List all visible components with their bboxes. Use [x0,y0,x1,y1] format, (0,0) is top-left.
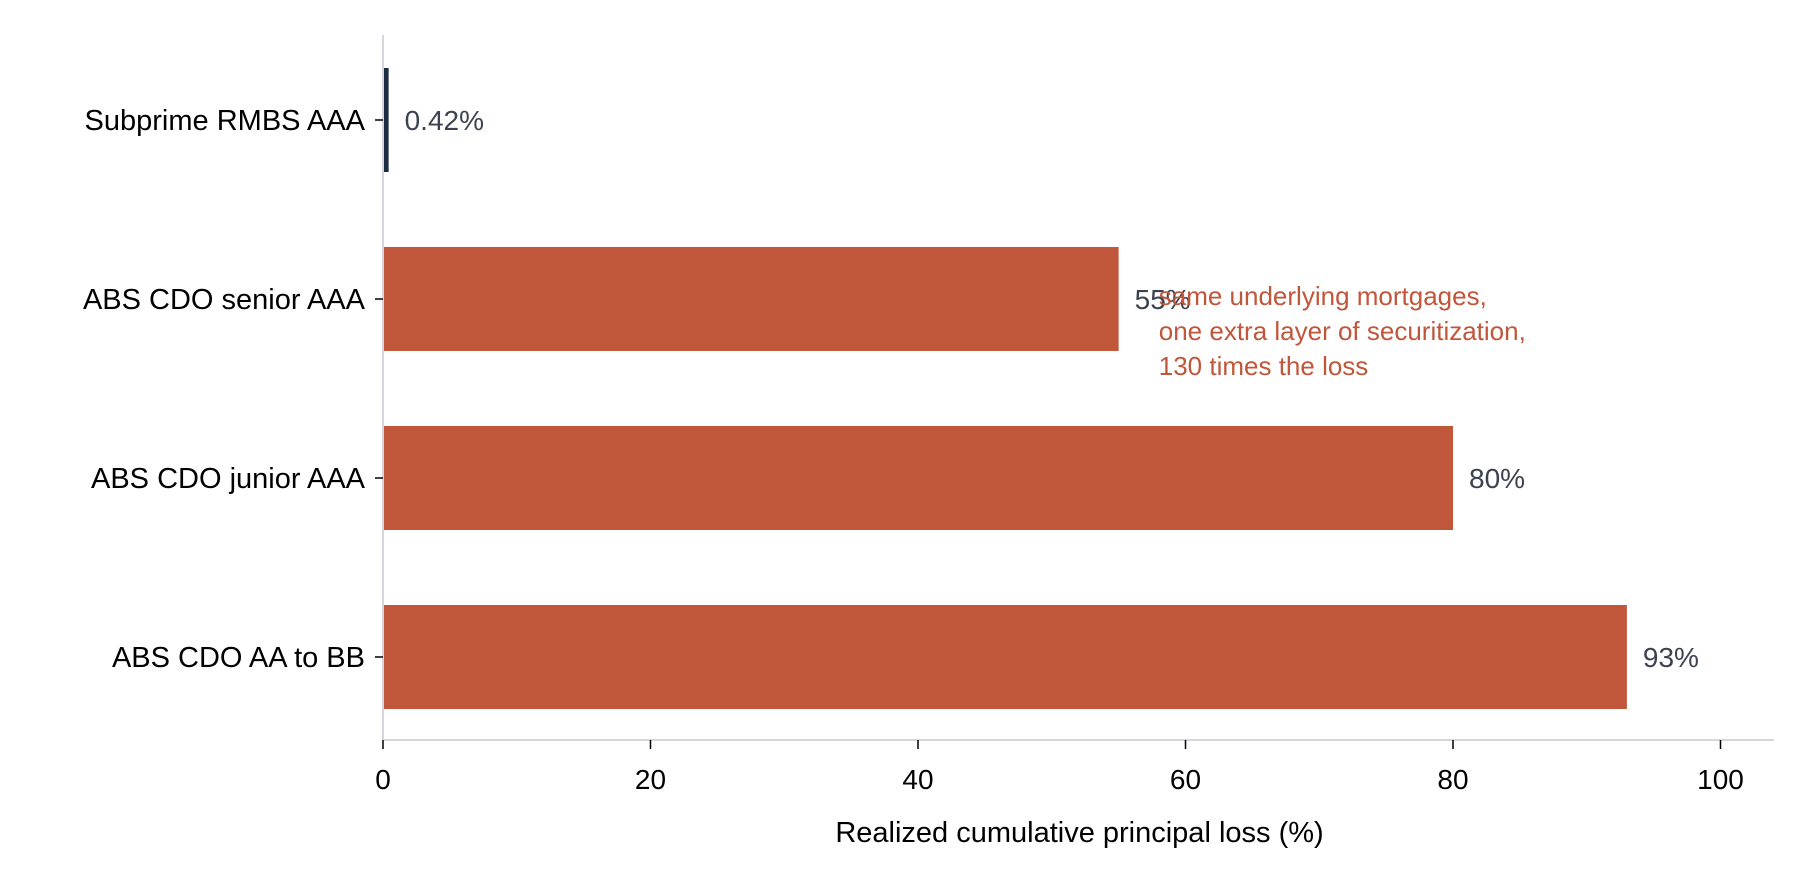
x-tick-label-0: 0 [375,764,391,795]
x-tick-label-2: 40 [902,764,933,795]
x-tick-label-3: 60 [1170,764,1201,795]
annotation-line-0: same underlying mortgages, [1159,281,1487,311]
category-label-0: Subprime RMBS AAA [85,105,366,137]
x-axis: 0 20 40 60 80 100 [375,739,1774,795]
category-label-1: ABS CDO senior AAA [83,284,366,316]
category-label-3: ABS CDO AA to BB [112,642,365,674]
value-label-3: 93% [1643,642,1699,673]
category-label-2: ABS CDO junior AAA [91,463,366,495]
annotation-text: same underlying mortgages, one extra laye… [1159,281,1526,381]
bar-3 [383,605,1627,709]
x-tick-label-1: 20 [635,764,666,795]
x-axis-title: Realized cumulative principal loss (%) [835,817,1323,849]
bar-1 [383,247,1119,351]
y-axis: Subprime RMBS AAA ABS CDO senior AAA ABS C… [83,35,384,740]
bars-group: 0.42% 55% 80% 93% [383,68,1699,709]
value-label-1: 55% [1135,284,1191,315]
bar-0 [383,68,389,172]
x-tick-label-5: 100 [1697,764,1744,795]
bar-2 [383,426,1453,530]
value-label-0: 0.42% [405,105,484,136]
annotation-line-2: 130 times the loss [1159,351,1369,381]
value-label-2: 80% [1469,463,1525,494]
x-tick-label-4: 80 [1437,764,1468,795]
annotation-line-1: one extra layer of securitization, [1159,316,1526,346]
